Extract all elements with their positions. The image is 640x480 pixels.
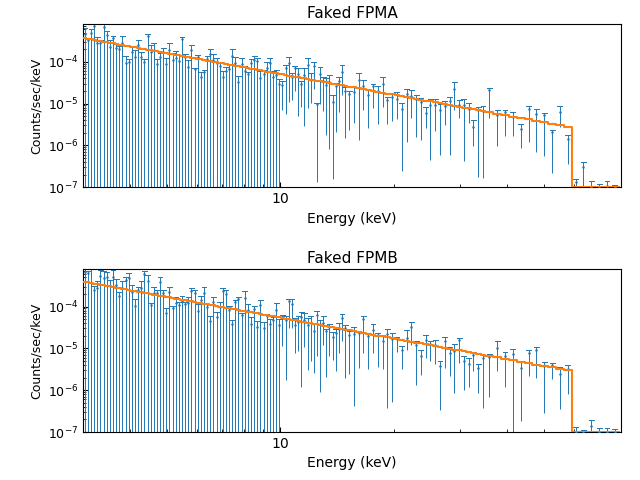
- Title: Faked FPMA: Faked FPMA: [307, 6, 397, 22]
- Title: Faked FPMB: Faked FPMB: [307, 251, 397, 266]
- Y-axis label: Counts/sec/keV: Counts/sec/keV: [29, 302, 42, 398]
- X-axis label: Energy (keV): Energy (keV): [307, 456, 397, 470]
- Y-axis label: Counts/sec/keV: Counts/sec/keV: [29, 58, 42, 154]
- X-axis label: Energy (keV): Energy (keV): [307, 212, 397, 226]
